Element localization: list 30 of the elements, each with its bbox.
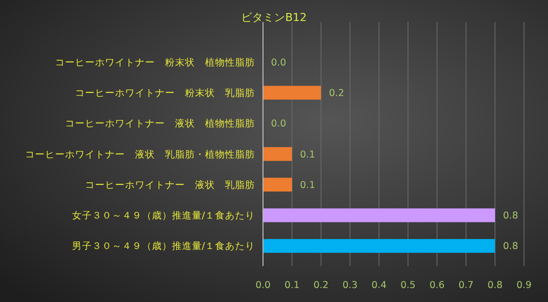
- x-tick-label: 0.5: [400, 280, 416, 291]
- data-label: 0.8: [503, 210, 518, 222]
- bar: [263, 147, 292, 161]
- y-tick-label: コーヒーホワイトナー 液状 乳脂肪・植物性脂肪: [25, 148, 255, 160]
- y-tick-label: コーヒーホワイトナー 液状 乳脂肪: [85, 178, 255, 191]
- x-tick-label: 0.4: [371, 280, 387, 291]
- x-tick-label: 0.9: [516, 280, 532, 291]
- y-tick-label: コーヒーホワイトナー 粉末状 乳脂肪: [75, 87, 255, 100]
- chart-title: ビタミンB12: [241, 11, 307, 24]
- bar: [263, 178, 292, 192]
- data-label: 0.0: [271, 118, 286, 130]
- x-tick-label: 0.6: [429, 280, 445, 291]
- data-label: 0.2: [329, 88, 344, 100]
- data-label: 0.8: [503, 241, 518, 252]
- x-tick-label: 0.3: [342, 280, 358, 291]
- x-tick-label: 0.2: [313, 280, 329, 291]
- x-tick-label: 0.7: [458, 280, 474, 291]
- data-label: 0.0: [271, 57, 286, 68]
- y-tick-label: コーヒーホワイトナー 粉末状 植物性脂肪: [55, 56, 255, 68]
- x-tick-label: 0.1: [284, 280, 300, 291]
- x-tick-label: 0.8: [487, 280, 503, 291]
- bar: [263, 239, 495, 253]
- y-tick-label: 男子３０～４９（歳）推進量/１食あたり: [72, 240, 255, 252]
- y-tick-label: コーヒーホワイトナー 液状 植物性脂肪: [65, 118, 255, 130]
- bar: [263, 208, 495, 222]
- x-tick-label: 0.0: [255, 280, 271, 291]
- y-tick-label: 女子３０～４９（歳）推進量/１食あたり: [72, 210, 255, 222]
- data-label: 0.1: [300, 149, 316, 160]
- data-label: 0.1: [300, 180, 316, 191]
- bar: [263, 86, 321, 100]
